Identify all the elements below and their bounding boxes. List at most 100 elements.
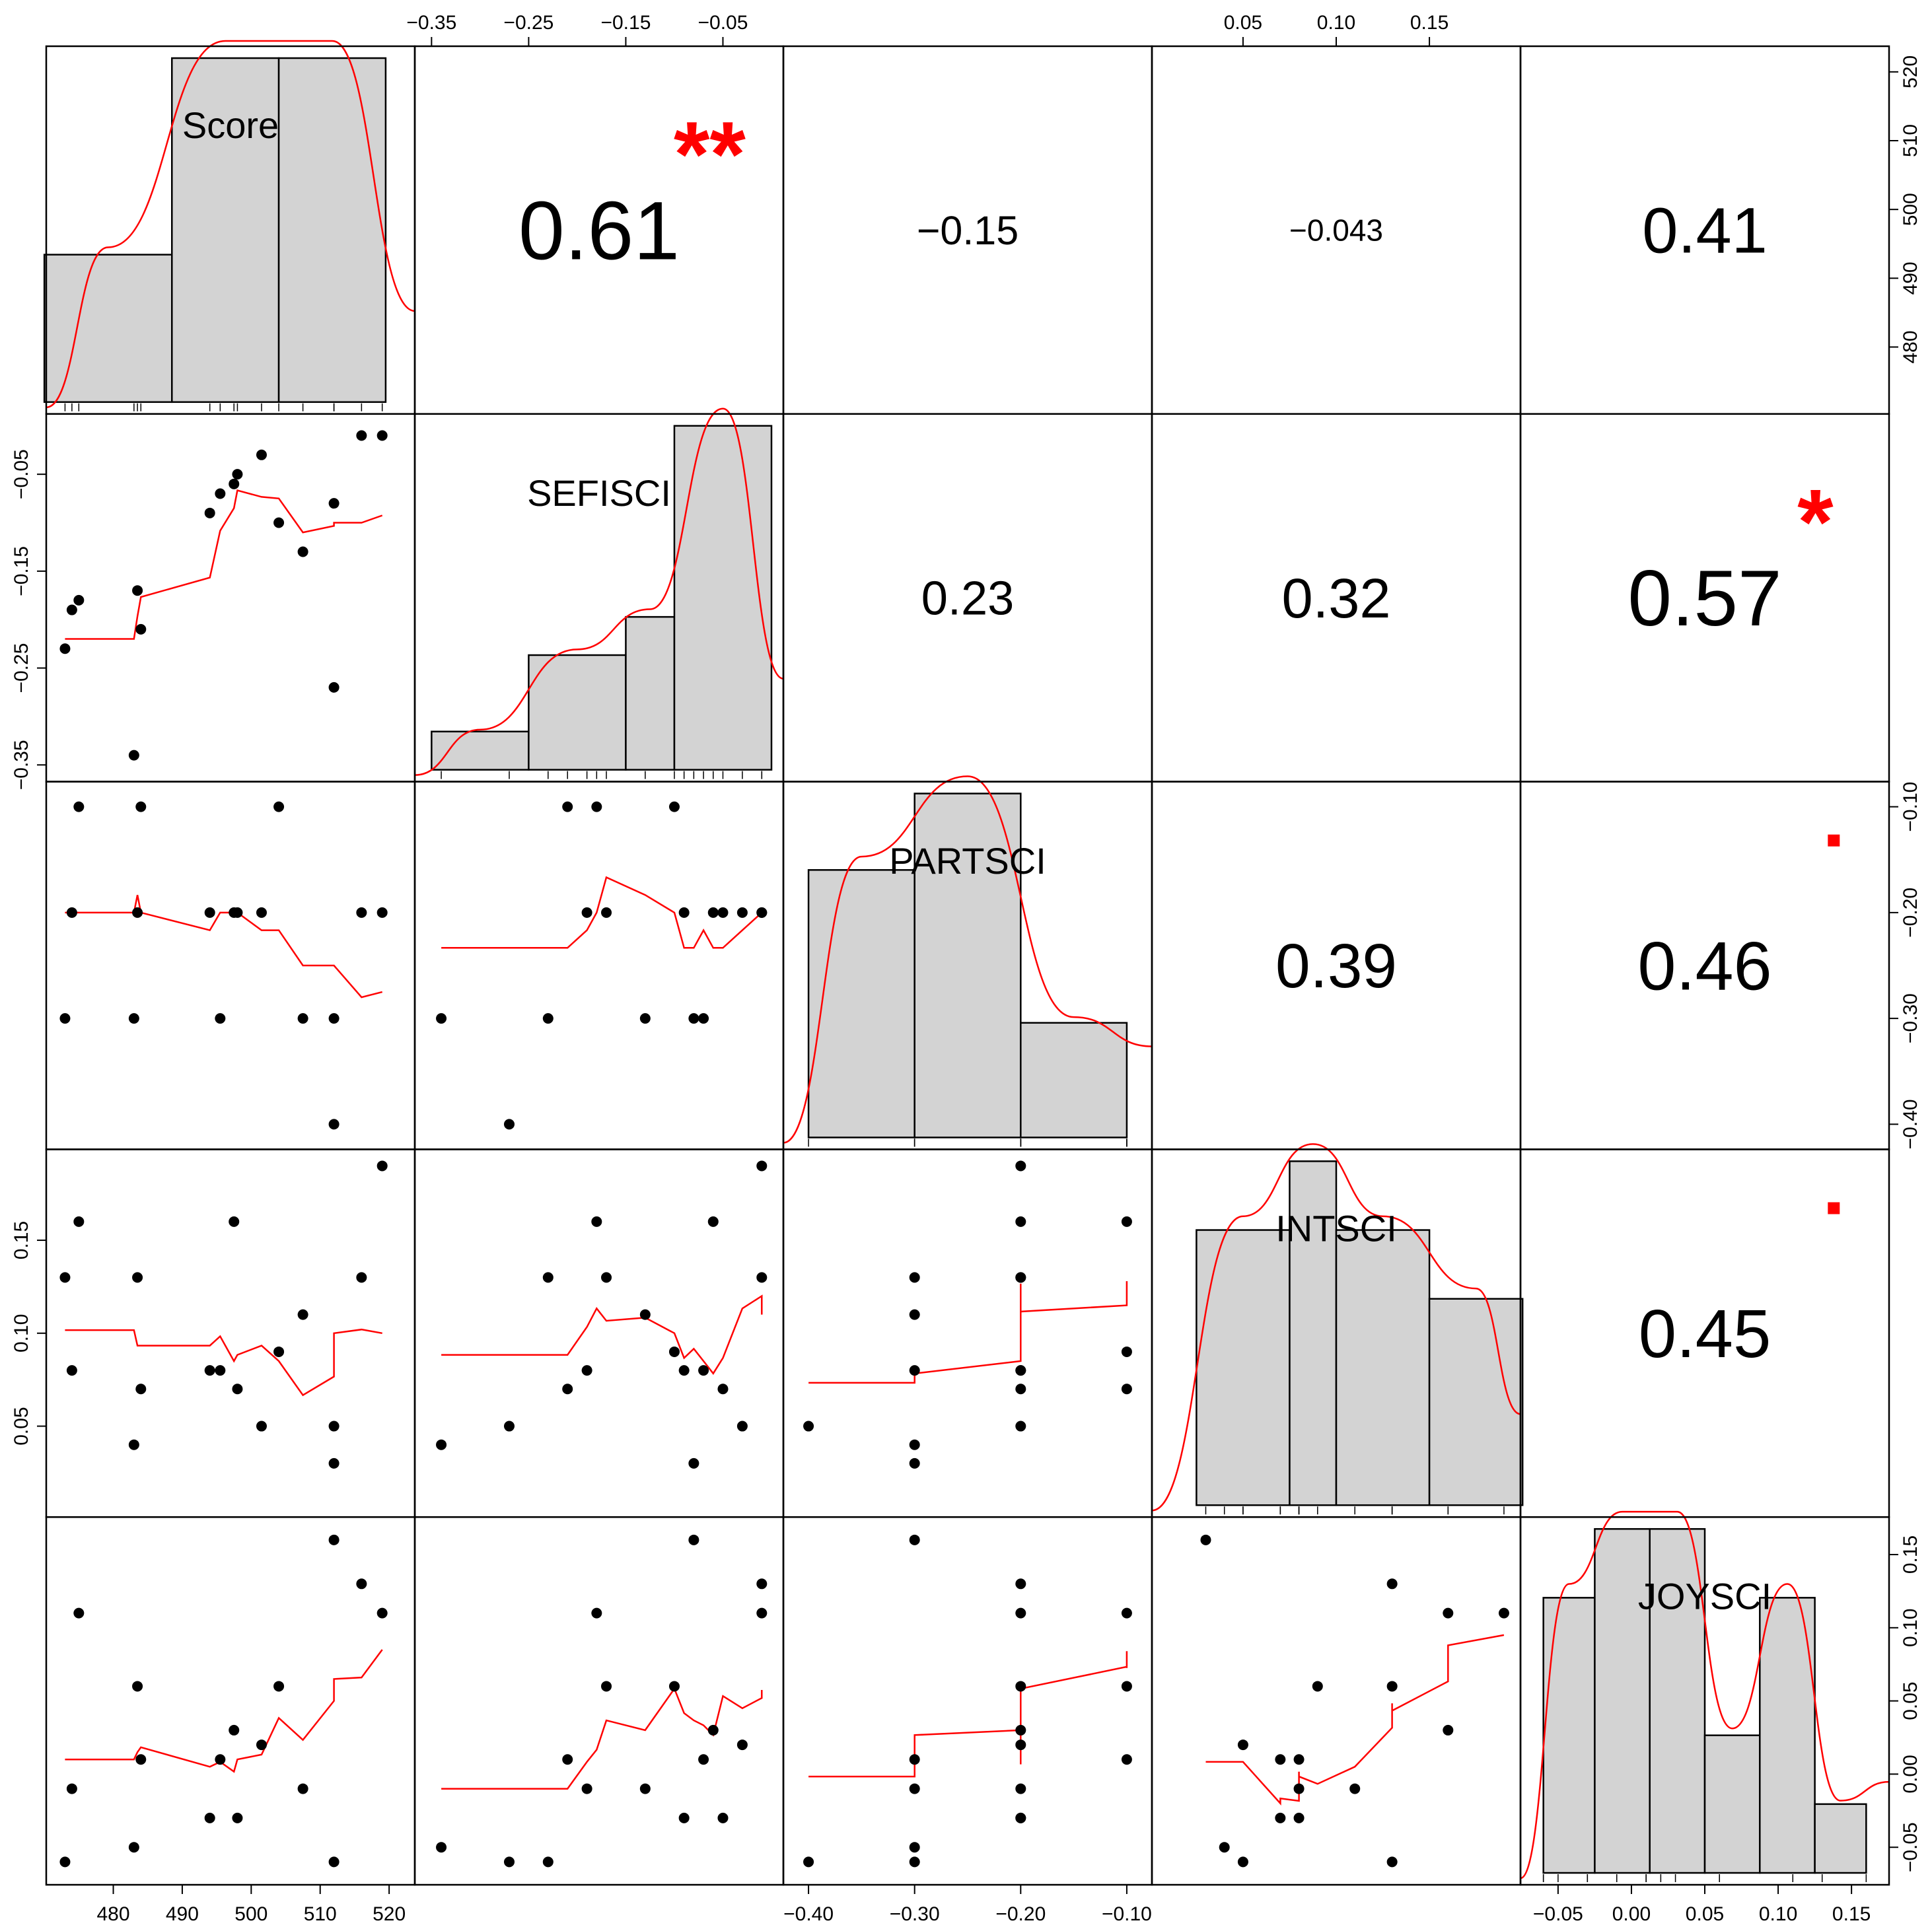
x-tick-label: −0.30 (890, 1903, 940, 1925)
scatter-point (1349, 1783, 1361, 1794)
scatter-point (562, 801, 573, 812)
scatter-point (909, 1783, 920, 1794)
scatter-point (273, 801, 285, 812)
scatter-point (717, 1384, 729, 1395)
histogram-bar (1335, 1229, 1431, 1506)
y-tick-label: −0.25 (11, 643, 32, 693)
scatter-point (503, 1421, 515, 1432)
scatter-point (135, 1754, 147, 1765)
scatter-point (356, 907, 367, 918)
scatter-point (128, 750, 139, 761)
scatter-point (591, 1216, 602, 1227)
scatter-point (909, 1842, 920, 1853)
correlation-value: 0.23 (921, 572, 1015, 625)
scatter-point (639, 1783, 651, 1794)
y-tick-label: 0.10 (1900, 1609, 1921, 1647)
panel-frame (45, 1516, 416, 1886)
smooth-line (65, 489, 383, 640)
y-tick-label: 0.10 (11, 1314, 32, 1352)
scatter-point (1121, 1384, 1132, 1395)
x-tick-label: −0.05 (1533, 1903, 1583, 1925)
scatter-point (503, 1119, 515, 1130)
scatter-point (909, 1534, 920, 1545)
scatter-point (256, 1421, 267, 1432)
scatter-point (59, 1856, 71, 1868)
scatter-point (1015, 1578, 1026, 1590)
x-tick-label: 0.10 (1317, 12, 1355, 34)
x-tick-label: 0.15 (1832, 1903, 1871, 1925)
y-tick-label: 0.15 (11, 1221, 32, 1259)
panel-frame (782, 1148, 1153, 1518)
x-tick-label: 480 (96, 1903, 129, 1925)
correlation-value: 0.41 (1642, 194, 1768, 266)
scatter-point (639, 1013, 651, 1024)
scatter-point (66, 907, 77, 918)
panel-frame (45, 1148, 416, 1518)
histogram-layer (43, 57, 1867, 1882)
histogram-bar (1649, 1527, 1706, 1874)
scatter-point (1121, 1681, 1132, 1692)
scatter-point (1015, 1160, 1026, 1172)
scatter-point (204, 1812, 215, 1823)
histogram-bar (673, 425, 773, 771)
scatter-point (436, 1842, 447, 1853)
scatter-point (1498, 1607, 1509, 1619)
scatter-point (803, 1421, 814, 1432)
axes-layer: 480 490 500 510 520 −0.40 −0.30 −0.20 −0.10 −0.05… (11, 12, 1921, 1925)
scatter-point (678, 1812, 690, 1823)
scatter-point (297, 546, 308, 557)
scatter-point (909, 1365, 920, 1376)
scatter-point (591, 1607, 602, 1619)
y-tick-label: −0.10 (1900, 782, 1921, 832)
density-curve (1151, 1143, 1521, 1512)
histogram-bar (1196, 1229, 1291, 1506)
scatter-point (736, 907, 748, 918)
scatter-point (909, 1439, 920, 1450)
scatter-point (756, 1160, 768, 1172)
scatter-point (215, 1754, 226, 1765)
scatter-point (232, 469, 243, 480)
scatter-point (376, 430, 388, 441)
panel-frame (782, 1516, 1153, 1886)
variable-name-partsci: PARTSCI (889, 840, 1046, 882)
scatter-point (1312, 1681, 1323, 1692)
scatter-point (66, 1783, 77, 1794)
scatter-point (756, 1578, 768, 1590)
scatter-point (66, 604, 77, 615)
scatter-point (297, 1783, 308, 1794)
correlation-value: −0.15 (917, 208, 1019, 253)
y-tick-label: −0.20 (1900, 888, 1921, 938)
smooth-line (441, 1294, 763, 1375)
scatter-point (601, 1681, 612, 1692)
x-tick-label: 500 (234, 1903, 268, 1925)
x-tick-label: 510 (304, 1903, 337, 1925)
scatter-point (756, 1607, 768, 1619)
scatter-point (73, 594, 85, 606)
scatter-point (73, 1216, 85, 1227)
scatter-point (698, 1754, 709, 1765)
scatter-point (232, 1384, 243, 1395)
scatter-point (668, 1681, 680, 1692)
scatter-point (1386, 1856, 1398, 1868)
scatter-point (356, 430, 367, 441)
y-tick-label: 0.15 (1900, 1535, 1921, 1574)
density-curve (1520, 1510, 1890, 1879)
scatter-point (135, 801, 147, 812)
scatter-point (909, 1272, 920, 1283)
histogram-bar (1542, 1597, 1596, 1874)
scatter-point (328, 1856, 340, 1868)
variable-name-score: Score (182, 104, 279, 146)
x-tick-label: 0.15 (1410, 12, 1449, 34)
scatter-point (1443, 1607, 1454, 1619)
scatter-point (562, 1384, 573, 1395)
scatter-point (1015, 1421, 1026, 1432)
histogram-bar (1428, 1298, 1524, 1506)
variable-name-joysci: JOYSCI (1638, 1575, 1771, 1617)
scatter-point (204, 507, 215, 518)
scatter-point (328, 1421, 340, 1432)
scatter-point (215, 488, 226, 499)
scatter-point (581, 907, 592, 918)
scatter-point (376, 1607, 388, 1619)
scatter-point (736, 1739, 748, 1751)
